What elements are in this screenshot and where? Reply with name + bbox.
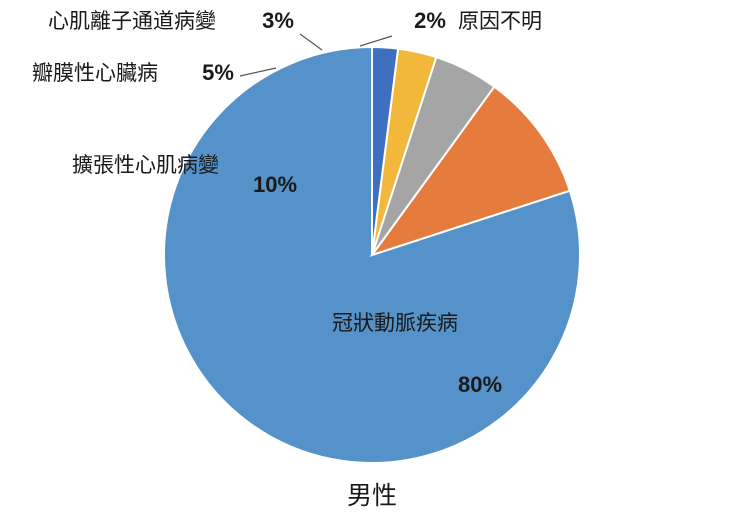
leader-line-5 [359, 35, 393, 47]
pie-slice-2 [369, 85, 572, 257]
leader-lines [239, 33, 393, 77]
slice-percent-label: 80% [458, 372, 502, 397]
slice-percent-label: 5% [202, 60, 234, 85]
slice-percent-label: 10% [253, 172, 297, 197]
slice-labels: 冠狀動脈疾病 80% 擴張性心肌病變 10% 瓣膜性心臟病 5% 心肌離子通道病變 3% 原因不… [32, 8, 542, 397]
slice-percent-label: 3% [262, 8, 294, 33]
leader-line-4 [299, 33, 323, 51]
slice-percent-label: 2% [414, 8, 446, 33]
leader-line-3 [239, 67, 277, 77]
slice-category-label: 原因不明 [458, 9, 542, 33]
slice-category-label: 冠狀動脈疾病 [332, 311, 458, 335]
slice-category-label: 瓣膜性心臟病 [32, 61, 158, 85]
pie-slice-5 [371, 45, 400, 256]
pie-slices [163, 45, 581, 464]
chart-title: 男性 [347, 481, 397, 510]
slice-category-label: 擴張性心肌病變 [72, 153, 219, 177]
slice-category-label: 心肌離子通道病變 [48, 9, 216, 33]
